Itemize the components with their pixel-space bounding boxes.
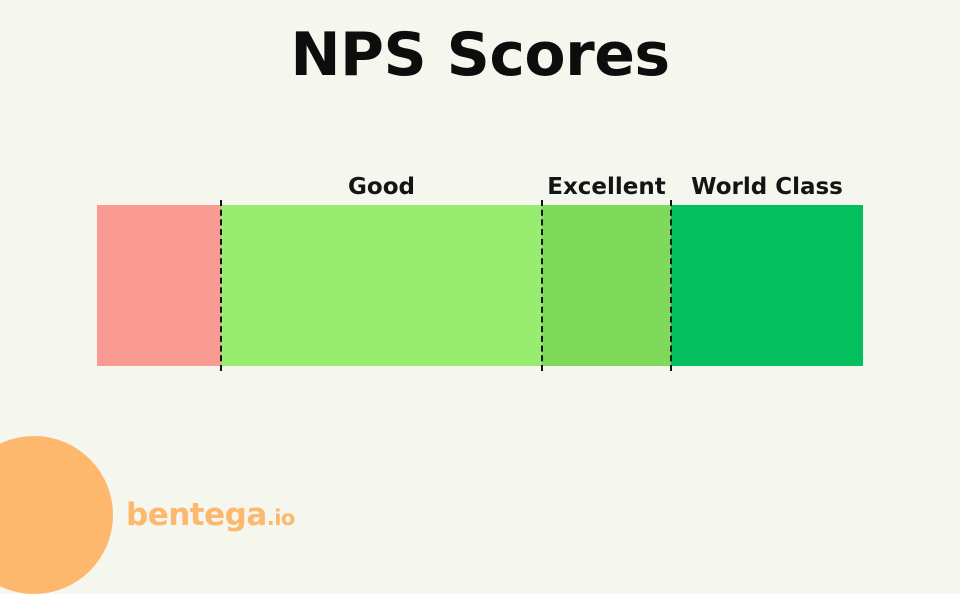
divider-line [670,200,672,371]
nps-scale: Good Excellent World Class [97,174,863,371]
segment-excellent [542,205,671,366]
brand-name: bentega [126,497,267,533]
segment-label-world-class: World Class [691,174,843,200]
segment-label-excellent: Excellent [547,174,666,200]
divider-line [220,200,222,371]
segment-poor [97,205,221,366]
segment-world-class [671,205,863,366]
segment-good [221,205,542,366]
brand-tld: .io [266,506,296,530]
brand-logo: bentega.io [126,497,295,533]
segment-label-good: Good [348,174,415,200]
page-title: NPS Scores [290,20,670,90]
divider-line [541,200,543,371]
